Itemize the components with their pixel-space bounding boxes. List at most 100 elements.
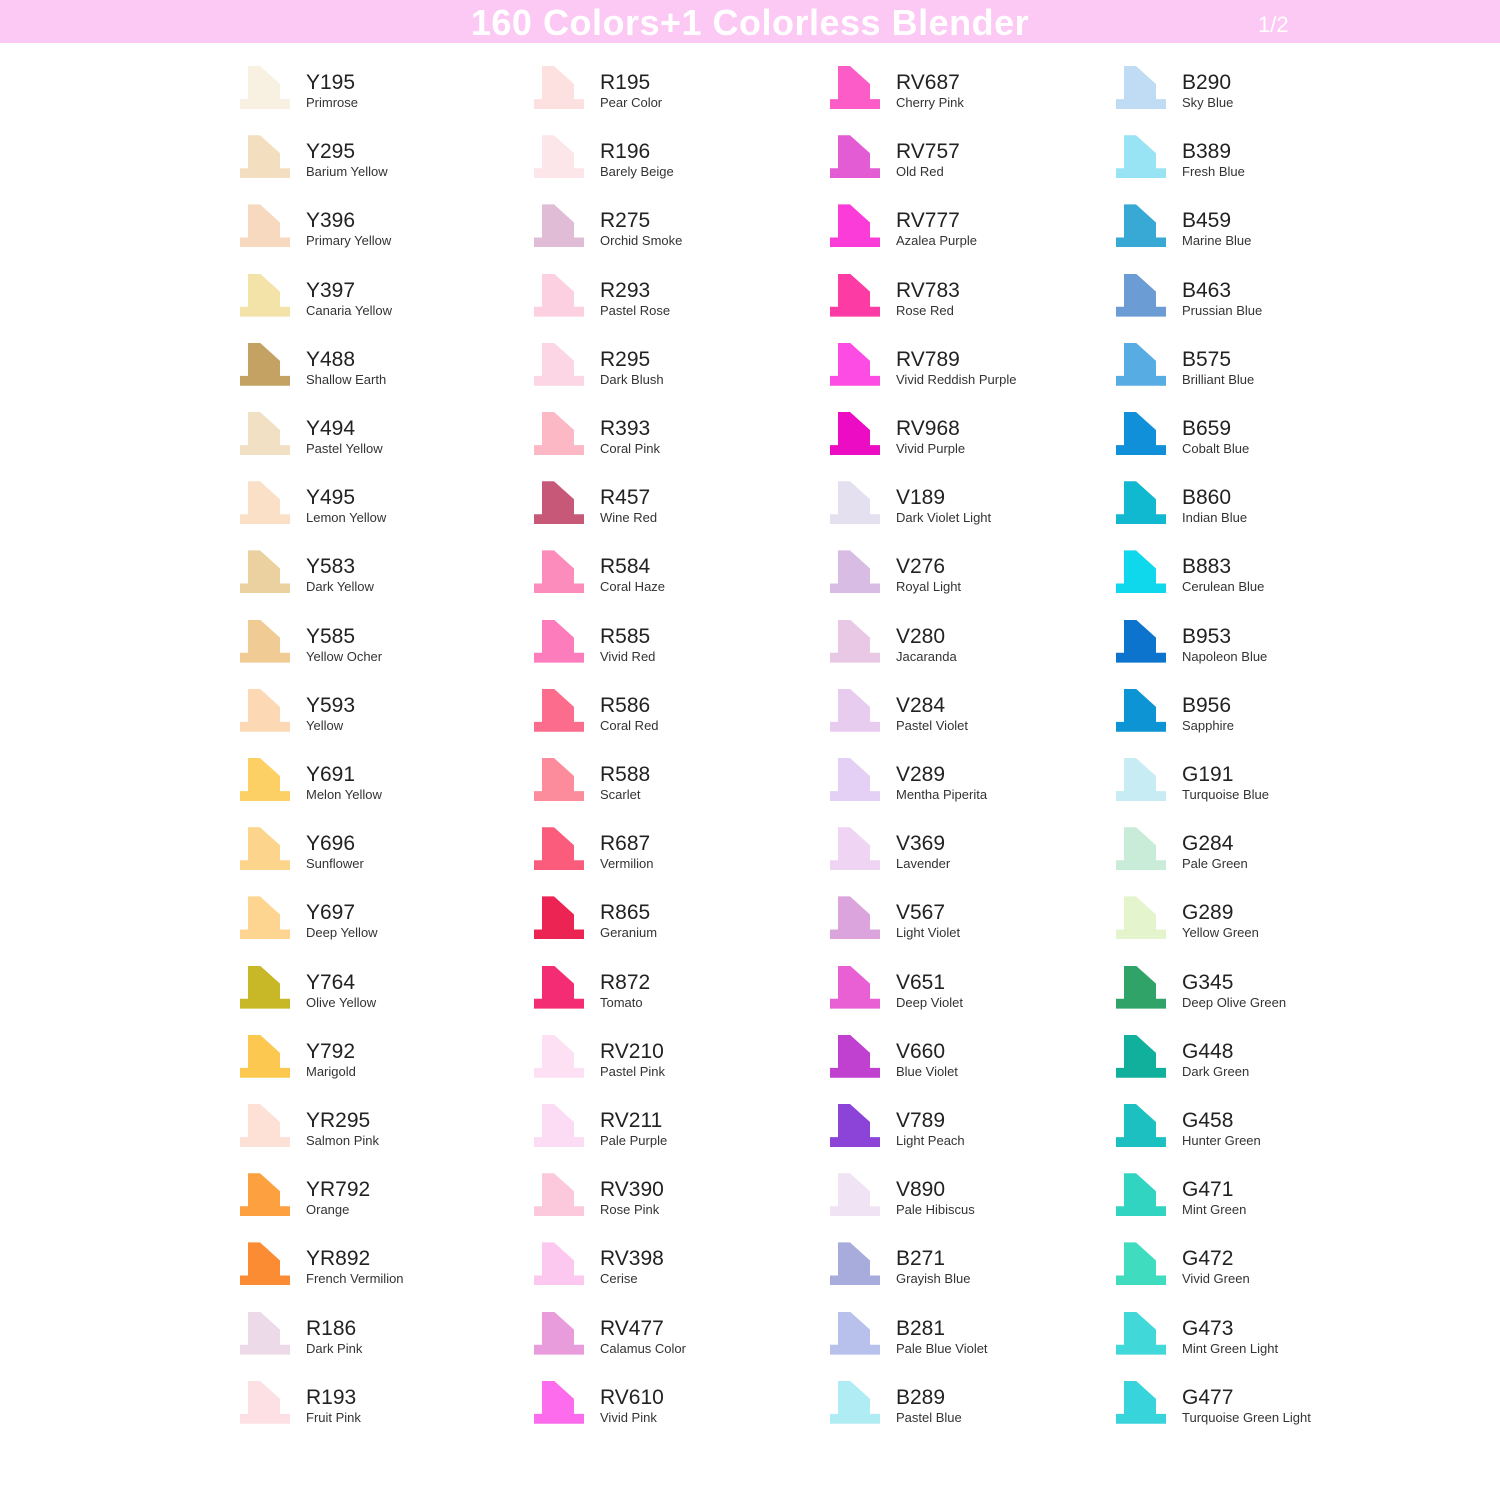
color-code: Y585 — [306, 624, 356, 648]
color-name: Orchid Smoke — [600, 233, 683, 249]
marker-swatch-icon — [830, 204, 880, 248]
marker-swatch-icon — [240, 204, 290, 248]
color-code: R393 — [600, 417, 651, 440]
color-item: R196 Barely Beige — [534, 135, 814, 179]
color-name: Tomato — [600, 994, 643, 1010]
color-name: Pale Purple — [600, 1133, 668, 1148]
color-item: G477 Turquoise Green Light — [1116, 1380, 1396, 1425]
color-code: G473 — [1182, 1316, 1234, 1340]
marker-swatch-icon — [830, 758, 880, 801]
marker-swatch-icon — [534, 1242, 584, 1286]
color-code: RV398 — [600, 1247, 664, 1271]
marker-swatch-icon — [240, 481, 290, 525]
color-name: Salmon Pink — [306, 1133, 379, 1148]
color-name: Deep Olive Green — [1182, 994, 1287, 1010]
marker-swatch-icon — [534, 1380, 584, 1424]
color-code: R584 — [600, 555, 651, 579]
marker-swatch-icon — [1116, 66, 1166, 109]
marker-swatch-icon — [830, 273, 880, 317]
marker-swatch-icon — [240, 1173, 290, 1217]
color-code: Y696 — [306, 832, 356, 856]
color-name: Fresh Blue — [1182, 164, 1245, 180]
color-name: Deep Yellow — [306, 925, 378, 941]
marker-swatch-icon — [534, 273, 584, 317]
marker-swatch-icon — [830, 1242, 880, 1286]
marker-swatch-icon — [534, 1173, 584, 1217]
marker-swatch-icon — [1116, 758, 1166, 801]
color-item: G191 Turquoise Blue — [1116, 758, 1396, 802]
marker-swatch-icon — [240, 412, 290, 455]
color-name: Pastel Yellow — [306, 441, 383, 456]
marker-swatch-icon — [830, 896, 880, 940]
color-code: B463 — [1182, 278, 1232, 302]
marker-swatch-icon — [534, 1104, 584, 1147]
color-code: B389 — [1182, 140, 1232, 164]
marker-swatch-icon — [1116, 1242, 1166, 1286]
color-code: G477 — [1182, 1385, 1234, 1409]
color-code: YR295 — [306, 1109, 371, 1132]
marker-swatch-icon — [830, 1380, 880, 1424]
marker-swatch-icon — [240, 965, 290, 1009]
color-name: Marigold — [306, 1063, 356, 1079]
page-indicator: 1/2 — [1258, 12, 1289, 37]
marker-swatch-icon — [534, 827, 584, 871]
color-name: Blue Violet — [896, 1063, 958, 1079]
color-name: Pastel Pink — [600, 1063, 666, 1079]
color-name: French Vermilion — [306, 1271, 404, 1287]
color-item: B659 Cobalt Blue — [1116, 412, 1396, 456]
color-item: RV687 Cherry Pink — [830, 66, 1110, 110]
color-item: Y195 Primrose — [240, 66, 520, 110]
color-name: Geranium — [600, 925, 658, 941]
marker-swatch-icon — [534, 965, 584, 1009]
color-item: B289 Pastel Blue — [830, 1380, 1110, 1425]
color-name: Sapphire — [1182, 717, 1235, 733]
color-code: RV757 — [896, 140, 960, 164]
color-code: B659 — [1182, 417, 1232, 440]
page-title: 160 Colors+1 Colorless Blender — [470, 2, 1030, 43]
color-item: Y583 Dark Yellow — [240, 550, 520, 594]
marker-swatch-icon — [1116, 1380, 1166, 1424]
color-name: Cobalt Blue — [1182, 441, 1250, 456]
color-code: R196 — [600, 140, 651, 164]
color-code: G471 — [1182, 1178, 1234, 1202]
color-code: B459 — [1182, 209, 1232, 233]
color-name: Prussian Blue — [1182, 302, 1263, 318]
marker-swatch-icon — [1116, 827, 1166, 871]
marker-swatch-icon — [1116, 1104, 1166, 1147]
color-code: R195 — [600, 71, 651, 94]
color-name: Sky Blue — [1182, 95, 1234, 110]
color-item: Y396 Primary Yellow — [240, 204, 520, 248]
color-code: Y691 — [306, 763, 356, 786]
color-item: R275 Orchid Smoke — [534, 204, 814, 248]
color-code: G191 — [1182, 763, 1234, 786]
color-item: Y495 Lemon Yellow — [240, 481, 520, 525]
color-item: RV757 Old Red — [830, 135, 1110, 179]
marker-swatch-icon — [1116, 204, 1166, 248]
color-item: V280 Jacaranda — [830, 619, 1110, 664]
color-code: R586 — [600, 693, 651, 717]
marker-swatch-icon — [830, 135, 880, 179]
header-banner: 160 Colors+1 Colorless Blender 1/2 — [0, 0, 1500, 43]
color-item: RV398 Cerise — [534, 1242, 814, 1286]
color-item: V567 Light Violet — [830, 896, 1110, 940]
color-code: V567 — [896, 901, 946, 925]
color-code: R687 — [600, 832, 651, 856]
color-code: B883 — [1182, 555, 1232, 579]
marker-swatch-icon — [240, 273, 290, 317]
color-item: Y696 Sunflower — [240, 827, 520, 871]
color-item: R457 Wine Red — [534, 481, 814, 525]
color-name: Mint Green — [1182, 1202, 1247, 1218]
color-code: V660 — [896, 1039, 946, 1063]
marker-swatch-icon — [240, 1311, 290, 1355]
color-item: B575 Brilliant Blue — [1116, 342, 1396, 387]
marker-swatch-icon — [1116, 1034, 1166, 1078]
marker-swatch-icon — [534, 204, 584, 248]
color-name: Mint Green Light — [1182, 1340, 1279, 1356]
color-item: Y295 Barium Yellow — [240, 135, 520, 179]
marker-swatch-icon — [830, 1034, 880, 1078]
marker-swatch-icon — [1116, 412, 1166, 455]
color-item: RV390 Rose Pink — [534, 1173, 814, 1217]
color-item: G448 Dark Green — [1116, 1034, 1396, 1079]
color-code: Y792 — [306, 1039, 356, 1063]
marker-swatch-icon — [534, 619, 584, 663]
